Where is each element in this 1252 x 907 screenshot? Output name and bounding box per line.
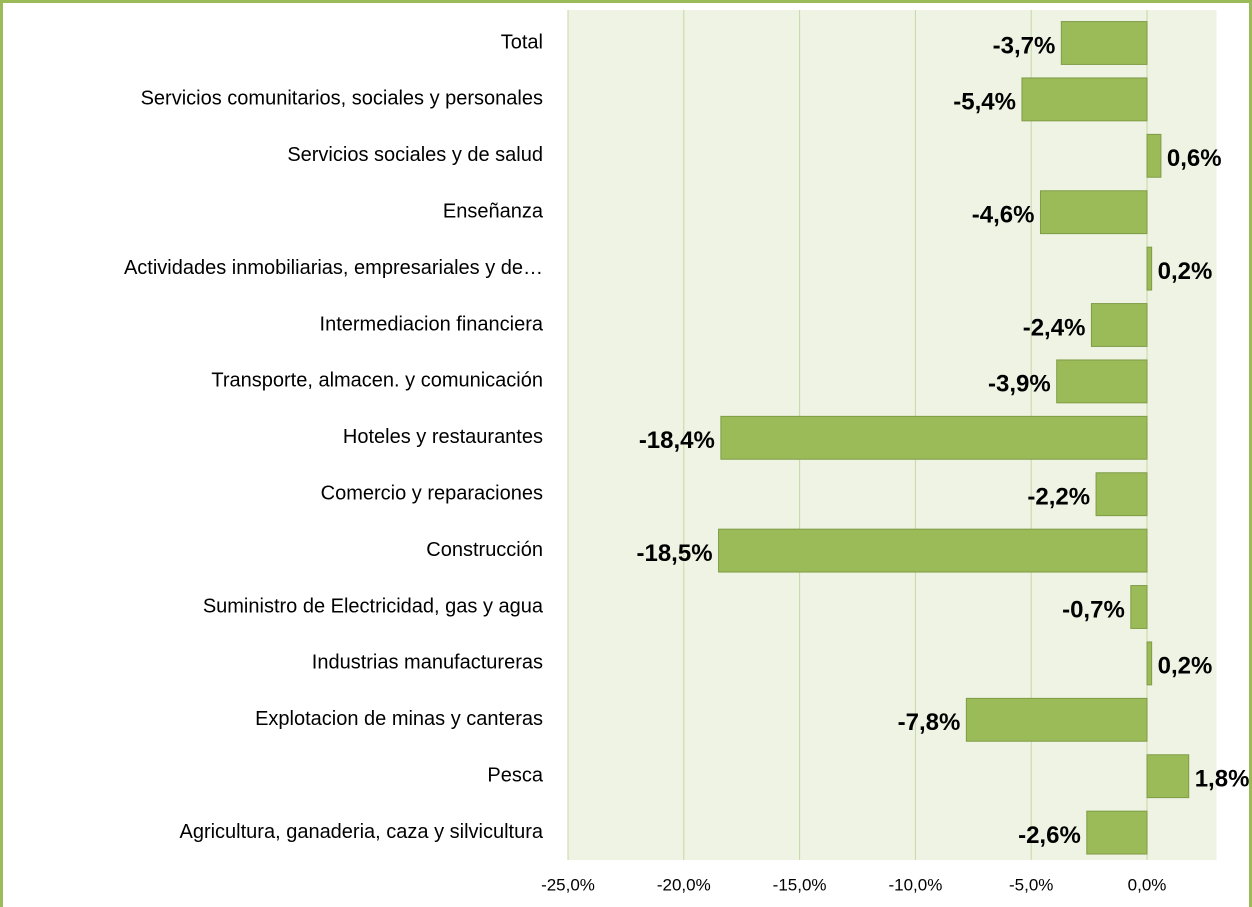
x-tick-label: 0,0%	[1128, 875, 1167, 894]
data-label: -2,4%	[1023, 314, 1086, 341]
data-label: -3,7%	[993, 32, 1056, 59]
y-tick-label: Pesca	[487, 764, 543, 786]
bar	[1146, 754, 1190, 799]
data-label: 0,6%	[1167, 145, 1222, 172]
data-label: -2,6%	[1018, 822, 1081, 849]
y-tick-label: Explotacion de minas y canteras	[255, 708, 543, 730]
y-tick-label: Enseñanza	[443, 200, 544, 222]
x-tick-label: -15,0%	[773, 875, 827, 894]
y-tick-label: Agricultura, ganaderia, caza y silvicult…	[179, 821, 543, 843]
x-tick-label: -10,0%	[888, 875, 942, 894]
data-label: 0,2%	[1158, 653, 1213, 680]
data-label: -5,4%	[953, 89, 1016, 116]
x-tick-label: -5,0%	[1009, 875, 1053, 894]
bar	[1146, 133, 1162, 178]
y-tick-label: Servicios sociales y de salud	[287, 144, 543, 166]
y-tick-label: Hoteles y restaurantes	[343, 426, 543, 448]
y-tick-label: Total	[501, 31, 543, 53]
data-label: -0,7%	[1062, 596, 1125, 623]
bar	[1056, 359, 1148, 404]
bar	[720, 415, 1148, 460]
data-label: -18,5%	[636, 540, 712, 567]
bar	[965, 697, 1148, 742]
data-label: -7,8%	[898, 709, 961, 736]
bar	[1130, 585, 1148, 629]
x-tick-label: -25,0%	[541, 875, 595, 894]
bar	[1021, 77, 1148, 122]
bar	[1060, 21, 1148, 65]
y-tick-label: Suministro de Electricidad, gas y agua	[203, 595, 544, 617]
bar	[1095, 472, 1148, 517]
y-tick-label: Industrias manufactureras	[312, 652, 543, 674]
bar	[718, 528, 1148, 573]
bar	[1090, 303, 1148, 347]
y-tick-label: Comercio y reparaciones	[321, 482, 543, 504]
y-tick-label: Actividades inmobiliarias, empresariales…	[124, 257, 543, 279]
data-label: 1,8%	[1195, 766, 1250, 793]
bar	[1039, 190, 1148, 235]
data-label: -2,2%	[1027, 484, 1090, 511]
x-tick-label: -20,0%	[657, 875, 711, 894]
y-tick-label: Servicios comunitarios, sociales y perso…	[141, 88, 543, 110]
bar	[1086, 810, 1148, 855]
data-label: -3,9%	[988, 371, 1051, 398]
bar	[1146, 641, 1153, 686]
y-tick-label: Transporte, almacen. y comunicación	[211, 370, 543, 392]
data-label: -4,6%	[972, 202, 1035, 229]
y-tick-label: Construcción	[426, 539, 543, 561]
y-tick-label: Intermediacion financiera	[320, 313, 544, 335]
bar	[1146, 246, 1153, 291]
data-label: 0,2%	[1158, 258, 1213, 285]
data-label: -18,4%	[639, 427, 715, 454]
